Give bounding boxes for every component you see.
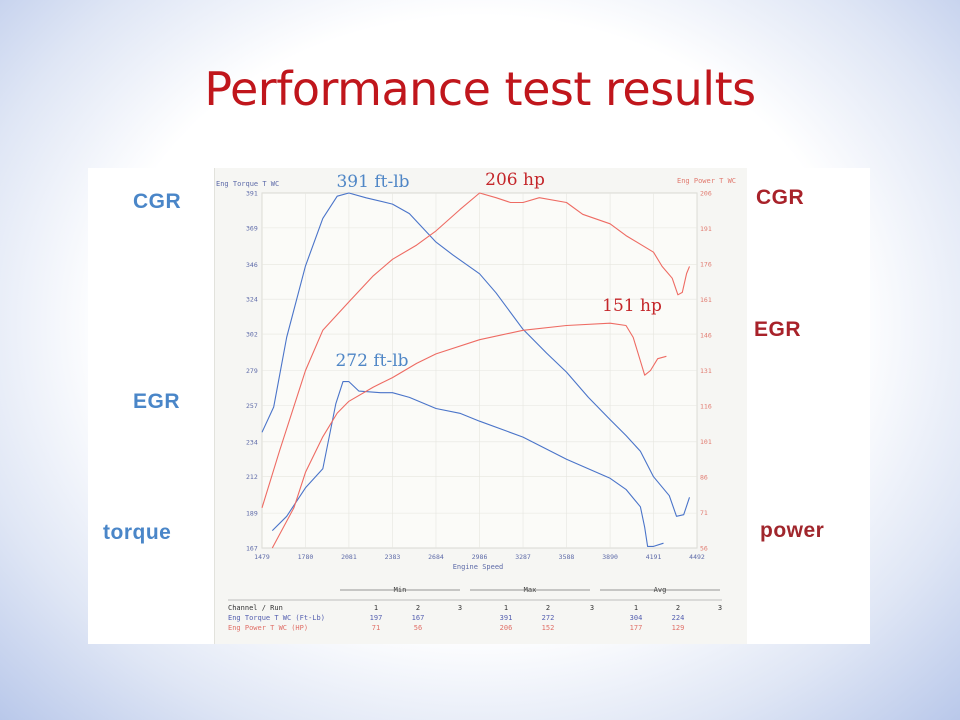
y-right-tick-label: 71: [700, 509, 708, 517]
table-cell: 1: [634, 604, 638, 612]
right-axis-label: Eng Power T WC: [677, 177, 736, 185]
table-cell: 152: [542, 624, 555, 632]
table-cell: 2: [416, 604, 420, 612]
chart-grid: [261, 192, 698, 549]
y-right-tick-label: 101: [700, 438, 712, 446]
y-left-tick-label: 346: [246, 261, 258, 269]
x-tick-label: 4492: [689, 553, 705, 561]
table-cell: 167: [412, 614, 425, 622]
table-cell: 3: [718, 604, 722, 612]
series-line-cgr-torque: [261, 192, 691, 517]
stats-table: Min Max Avg Channel / Run 1 2 3 1 2 3 1 …: [228, 586, 722, 632]
y-right-tick-label: 116: [700, 403, 712, 411]
table-cell: 304: [630, 614, 643, 622]
y-right-tick-label: 146: [700, 332, 712, 340]
table-cell: 177: [630, 624, 643, 632]
y-left-tick-label: 212: [246, 473, 258, 481]
table-cell: 1: [504, 604, 508, 612]
annotation-cgr-power: 206 hp: [485, 170, 545, 190]
x-tick-label: 1780: [298, 553, 314, 561]
y-left-tick-label: 167: [246, 545, 258, 553]
table-cell: 391: [500, 614, 513, 622]
table-cell: 224: [672, 614, 685, 622]
table-cell: 129: [672, 624, 685, 632]
y-right-tick-label: 206: [700, 190, 712, 198]
x-tick-label: 3588: [559, 553, 575, 561]
table-cell: 2: [546, 604, 550, 612]
table-cell: Channel / Run: [228, 604, 283, 612]
left-label-cgr: CGR: [133, 190, 182, 213]
table-cell: 206: [500, 624, 513, 632]
y-left-tick-label: 234: [246, 438, 258, 446]
table-cell: 197: [370, 614, 383, 622]
table-cell: 1: [374, 604, 378, 612]
y-left-tick-label: 324: [246, 296, 258, 304]
y-right-tick-label: 161: [700, 296, 712, 304]
table-cell: Eng Power T WC (HP): [228, 624, 308, 632]
y-left-tick-label: 189: [246, 510, 258, 518]
left-label-egr: EGR: [133, 390, 181, 413]
table-header-avg: Avg: [654, 586, 667, 594]
left-label-torque: torque: [103, 521, 172, 544]
annotation-cgr-torque: 391 ft-lb: [336, 172, 409, 192]
y-left-tick-label: 302: [246, 331, 258, 339]
series-line-egr-torque: [271, 381, 664, 547]
table-cell: Eng Torque T WC (Ft-Lb): [228, 614, 325, 622]
series-line-cgr-power: [261, 192, 691, 508]
x-tick-label: 3890: [602, 553, 618, 561]
x-tick-label: 2383: [385, 553, 401, 561]
x-tick-label: 1479: [254, 553, 270, 561]
x-tick-label: 2081: [341, 553, 357, 561]
chart-axes: Eng Torque T WC Eng Power T WC Engine Sp…: [216, 177, 736, 571]
y-right-tick-label: 86: [700, 474, 708, 482]
y-left-tick-label: 257: [246, 402, 258, 410]
series-line-egr-power: [271, 322, 667, 549]
y-left-tick-label: 391: [246, 190, 258, 198]
slide-title: Performance test results: [204, 62, 756, 116]
y-right-tick-label: 56: [700, 545, 708, 553]
left-axis-label: Eng Torque T WC: [216, 180, 279, 188]
right-label-power: power: [760, 519, 825, 542]
y-right-tick-label: 131: [700, 367, 712, 375]
chart-series: [261, 192, 691, 549]
x-tick-label: 3287: [515, 553, 531, 561]
table-cell: 56: [414, 624, 422, 632]
x-tick-label: 2684: [428, 553, 444, 561]
chart-ticks: 391 369 346 324 302 279 257 234 212 189 167 206 191 1…: [246, 190, 712, 562]
x-tick-label: 2986: [472, 553, 488, 561]
y-right-tick-label: 176: [700, 261, 712, 269]
x-axis-label: Engine Speed: [453, 563, 504, 571]
y-left-tick-label: 369: [246, 224, 258, 232]
table-cell: 3: [590, 604, 594, 612]
y-right-tick-label: 191: [700, 225, 712, 233]
annotation-egr-power: 151 hp: [602, 296, 662, 316]
table-header-max: Max: [524, 586, 537, 594]
table-cell: 3: [458, 604, 462, 612]
y-left-tick-label: 279: [246, 367, 258, 375]
annotation-egr-torque: 272 ft-lb: [335, 351, 408, 371]
x-tick-label: 4191: [646, 553, 662, 561]
table-cell: 2: [676, 604, 680, 612]
right-label-cgr: CGR: [756, 186, 805, 209]
table-cell: 272: [542, 614, 555, 622]
table-header-min: Min: [394, 586, 407, 594]
table-cell: 71: [372, 624, 380, 632]
right-label-egr: EGR: [754, 318, 802, 341]
